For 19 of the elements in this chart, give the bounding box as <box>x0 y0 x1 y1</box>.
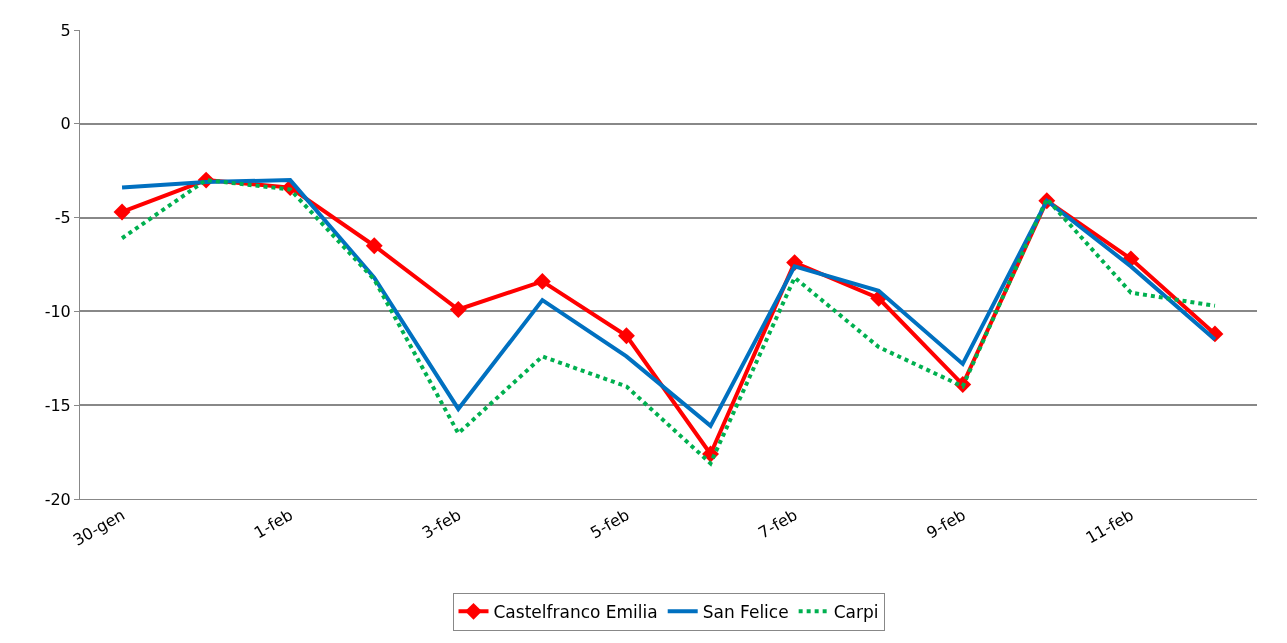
y-tick-label: 5 <box>60 20 71 40</box>
point <box>365 237 383 255</box>
y-tick-label: -10 <box>44 302 71 321</box>
x-tick-label: 9-feb <box>923 505 969 543</box>
x-tick-label: 5-feb <box>586 505 633 543</box>
point <box>618 327 635 345</box>
point <box>113 203 131 221</box>
x-tick-label: 1-feb <box>250 505 297 543</box>
x-tick-label: 3-feb <box>418 505 465 543</box>
point <box>449 301 467 318</box>
point <box>533 272 551 290</box>
legend-label: Castelfranco Emilia <box>493 601 658 622</box>
x-tick-label: 7-feb <box>755 505 801 543</box>
y-tick-label: -20 <box>44 489 71 509</box>
y-tick-label: 0 <box>60 114 71 134</box>
legend-label: San Felice <box>702 601 789 622</box>
legend-label: Carpi <box>833 601 879 622</box>
y-tick-label: -15 <box>44 395 71 415</box>
y-tick-label: -5 <box>54 208 71 228</box>
